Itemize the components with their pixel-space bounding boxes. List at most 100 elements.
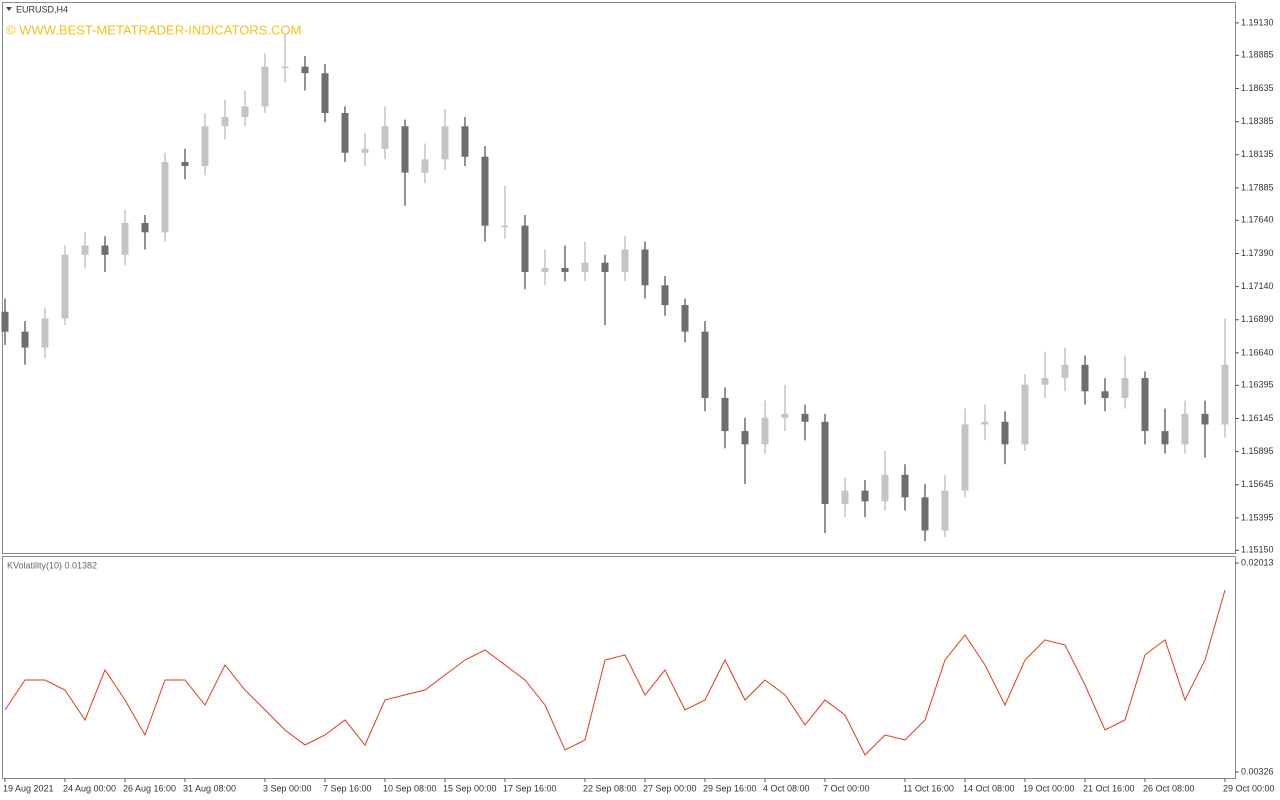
candle-body	[381, 126, 389, 149]
x-tick-label: 26 Oct 08:00	[1143, 783, 1195, 793]
candle-body	[281, 66, 289, 69]
x-tick-label: 22 Sep 08:00	[583, 783, 637, 793]
candle-body	[1001, 421, 1009, 445]
candle-body	[321, 73, 329, 113]
candle-body	[1161, 431, 1169, 445]
y-tick-label: 1.18635	[1241, 83, 1274, 93]
x-tick-label: 24 Aug 00:00	[63, 783, 116, 793]
candle-body	[1181, 413, 1189, 445]
candle-body	[841, 490, 849, 504]
candle-body	[641, 249, 649, 286]
x-tick-label: 15 Sep 00:00	[443, 783, 497, 793]
x-tick-label: 3 Sep 00:00	[263, 783, 312, 793]
x-tick-label: 19 Aug 2021	[3, 783, 54, 793]
candle-body	[1021, 384, 1029, 445]
candle-body	[421, 159, 429, 173]
y-tick-label: 1.19130	[1241, 17, 1274, 27]
y-tick-label: 0.02013	[1241, 557, 1274, 567]
y-tick-label: 1.16890	[1241, 314, 1274, 324]
candle-body	[1081, 364, 1089, 392]
y-tick-label: 1.16145	[1241, 413, 1274, 423]
candle-body	[201, 126, 209, 167]
x-tick-label: 26 Aug 16:00	[123, 783, 176, 793]
chart-title: EURUSD,H4	[16, 4, 68, 14]
candle-body	[781, 413, 789, 418]
x-tick-label: 27 Sep 00:00	[643, 783, 697, 793]
x-tick-label: 11 Oct 16:00	[903, 783, 954, 793]
candle-body	[1, 311, 9, 332]
candle-body	[341, 113, 349, 153]
x-tick-label: 7 Sep 16:00	[323, 783, 372, 793]
y-tick-label: 1.15150	[1241, 545, 1274, 555]
y-tick-label: 1.18885	[1241, 50, 1274, 60]
x-tick-label: 10 Sep 08:00	[383, 783, 437, 793]
candle-body	[61, 254, 69, 319]
candle-body	[361, 148, 369, 153]
indicator-panel	[2, 556, 1236, 779]
candle-body	[901, 474, 909, 498]
y-tick-label: 1.16640	[1241, 347, 1274, 357]
candle-body	[161, 162, 169, 233]
indicator-title: KVolatility(10) 0.01382	[7, 560, 97, 570]
candle-body	[681, 305, 689, 332]
candle-body	[801, 413, 809, 422]
candle-body	[41, 318, 49, 348]
x-tick-label: 7 Oct 00:00	[823, 783, 870, 793]
candle-body	[741, 431, 749, 445]
candle-body	[861, 490, 869, 502]
price-panel	[2, 2, 1236, 554]
candle-body	[501, 225, 509, 228]
candle-body	[1141, 378, 1149, 432]
y-tick-label: 1.18135	[1241, 149, 1274, 159]
candle-body	[721, 397, 729, 432]
x-tick-label: 21 Oct 16:00	[1083, 783, 1135, 793]
candle-body	[441, 126, 449, 160]
x-tick-label: 14 Oct 08:00	[963, 783, 1015, 793]
candle-body	[481, 156, 489, 226]
y-tick-label: 1.17640	[1241, 215, 1274, 225]
candle-body	[101, 245, 109, 255]
y-tick-label: 0.00326	[1241, 766, 1274, 776]
y-tick-label: 1.17140	[1241, 281, 1274, 291]
x-tick-label: 29 Sep 16:00	[703, 783, 757, 793]
candle-body	[1221, 364, 1229, 425]
candle-body	[701, 331, 709, 398]
watermark: © WWW.BEST-METATRADER-INDICATORS.COM	[6, 22, 301, 37]
candle-body	[81, 245, 89, 255]
candle-body	[241, 106, 249, 117]
candle-body	[261, 66, 269, 107]
candle-body	[121, 223, 129, 255]
candle-body	[621, 249, 629, 273]
candle-body	[941, 490, 949, 531]
candle-body	[1121, 378, 1129, 398]
candle-body	[221, 116, 229, 127]
candle-body	[301, 66, 309, 74]
x-tick-label: 17 Sep 16:00	[503, 783, 557, 793]
candle-body	[881, 474, 889, 502]
candle-body	[1201, 413, 1209, 425]
candle-body	[921, 497, 929, 531]
x-tick-label: 29 Oct 00:00	[1223, 783, 1275, 793]
candle-body	[561, 268, 569, 273]
y-tick-label: 1.17885	[1241, 182, 1274, 192]
candle-body	[521, 225, 529, 273]
candle-body	[461, 126, 469, 157]
candle-body	[601, 262, 609, 273]
candle-body	[961, 424, 969, 491]
y-tick-label: 1.15645	[1241, 479, 1274, 489]
candle-body	[981, 421, 989, 425]
x-tick-label: 19 Oct 00:00	[1023, 783, 1075, 793]
y-tick-label: 1.15395	[1241, 512, 1274, 522]
candle-body	[581, 262, 589, 273]
candle-body	[21, 331, 29, 348]
y-tick-label: 1.18385	[1241, 116, 1274, 126]
candle-body	[821, 421, 829, 504]
panel-menu-icon	[6, 7, 12, 11]
candle-body	[401, 126, 409, 173]
y-tick-label: 1.17390	[1241, 248, 1274, 258]
candle-body	[141, 223, 149, 233]
y-tick-label: 1.16395	[1241, 380, 1274, 390]
candle-body	[1041, 378, 1049, 385]
candle-body	[1101, 391, 1109, 398]
candle-body	[1061, 364, 1069, 379]
